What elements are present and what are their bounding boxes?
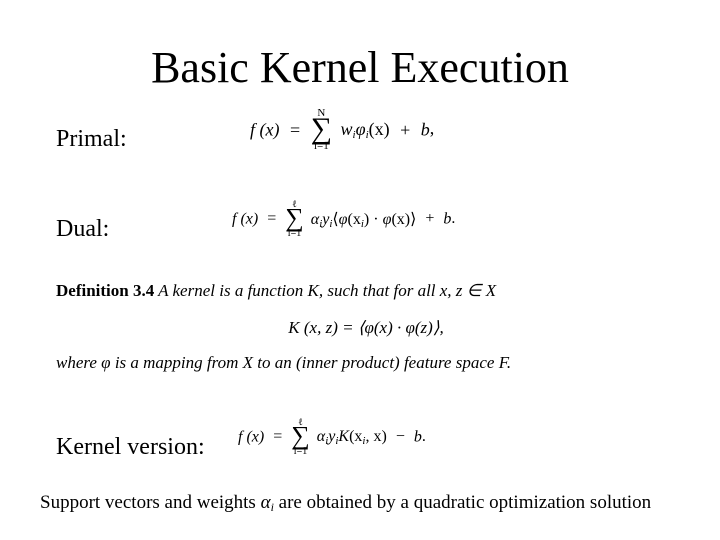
- arg-x: (x): [369, 119, 390, 139]
- label-dual: Dual:: [56, 216, 109, 243]
- var-phi: φ: [339, 211, 348, 228]
- sum-lower: i=1: [294, 447, 307, 457]
- arg-close: , x): [365, 428, 386, 445]
- eq-icon: =: [290, 120, 300, 140]
- definition-line1: Definition 3.4 A kernel is a function K,…: [56, 280, 676, 303]
- var-alpha: α: [317, 428, 325, 445]
- slide-title: Basic Kernel Execution: [0, 42, 720, 93]
- const-b: b: [421, 120, 430, 140]
- arg-x: (x): [391, 211, 410, 228]
- definition-equation: K (x, z) = ⟨φ(x) · φ(z)⟩,: [56, 317, 676, 340]
- slide: Basic Kernel Execution Primal: Dual: Ker…: [0, 0, 720, 540]
- angle-close-icon: ⟩: [410, 211, 416, 228]
- label-kernel-version: Kernel version:: [56, 434, 205, 461]
- sigma-icon: ℓ ∑ i=1: [291, 418, 310, 457]
- sigma-glyph: ∑: [285, 208, 304, 229]
- dot-icon: ·: [369, 211, 382, 228]
- kv-lhs: f (x): [238, 428, 264, 445]
- dual-summand: αiyi⟨φ(xi) · φ(x)⟩: [311, 211, 421, 228]
- eq-icon: =: [267, 210, 276, 227]
- minus-icon: −: [396, 428, 405, 445]
- primal-lhs: f (x): [250, 120, 279, 140]
- period: .: [422, 428, 426, 445]
- plus-icon: +: [400, 120, 410, 140]
- sum-lower: i=1: [314, 141, 329, 152]
- const-b: b: [414, 428, 422, 445]
- sum-lower: i=1: [288, 229, 301, 239]
- footer-pre: Support vectors and weights: [40, 492, 261, 513]
- var-w: w: [341, 119, 353, 139]
- arg-open: (x: [349, 428, 362, 445]
- formula-primal: f (x) = N ∑ i=1 wiφi(x) + b,: [250, 108, 434, 152]
- comma: ,: [430, 118, 435, 138]
- sigma-icon: ℓ ∑ i=1: [285, 200, 304, 239]
- var-alpha: α: [261, 492, 271, 513]
- primal-summand: wiφi(x): [341, 119, 395, 139]
- sigma-icon: N ∑ i=1: [311, 108, 332, 152]
- label-primal: Primal:: [56, 126, 127, 153]
- period: .: [451, 210, 455, 227]
- arg-xi: (x: [348, 211, 361, 228]
- footer-text: Support vectors and weights αi are obtai…: [40, 492, 690, 515]
- formula-kernel-version: f (x) = ℓ ∑ i=1 αiyiK(xi, x) − b.: [238, 418, 426, 457]
- sigma-glyph: ∑: [291, 426, 310, 447]
- dual-lhs: f (x): [232, 210, 258, 227]
- var-K: K: [338, 428, 349, 445]
- definition-text1: A kernel is a function K, such that for …: [154, 281, 496, 300]
- var-alpha: α: [311, 211, 319, 228]
- eq-icon: =: [273, 428, 282, 445]
- footer-post: are obtained by a quadratic optimization…: [274, 492, 651, 513]
- definition-line2: where φ is a mapping from X to an (inner…: [56, 352, 676, 375]
- formula-dual: f (x) = ℓ ∑ i=1 αiyi⟨φ(xi) · φ(x)⟩ + b.: [232, 200, 455, 239]
- kv-summand: αiyiK(xi, x): [317, 428, 391, 445]
- definition-block: Definition 3.4 A kernel is a function K,…: [56, 280, 676, 375]
- sigma-glyph: ∑: [311, 117, 332, 141]
- plus-icon: +: [425, 210, 434, 227]
- var-phi: φ: [356, 119, 366, 139]
- definition-label: Definition 3.4: [56, 281, 154, 300]
